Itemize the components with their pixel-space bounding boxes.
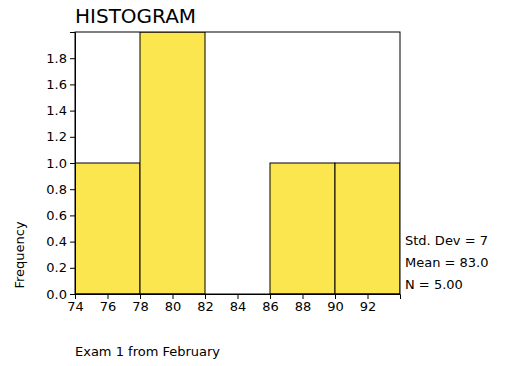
y-tick-mark [70, 58, 75, 59]
y-tick: 0.0 [46, 287, 75, 302]
y-axis-label: Frequency [12, 221, 27, 288]
x-tick-label: 76 [100, 299, 117, 314]
bars [75, 32, 400, 294]
stat-annotation: Mean = 83.0 [405, 255, 489, 270]
x-tick: 76 [100, 294, 117, 314]
title: HISTOGRAM [75, 4, 196, 28]
bar [335, 163, 400, 294]
y-axis: 0.0 0.2 0.4 0.6 0.8 1.0 1.2 1.4 1.6 1.8 [46, 33, 75, 302]
x-tick-label: 86 [262, 299, 279, 314]
x-tick-label: 92 [360, 299, 377, 314]
y-tick-mark [70, 137, 75, 138]
chart: HISTOGRAM747678808284868890920.00.20.40.… [0, 0, 527, 366]
x-tick: 90 [327, 294, 344, 314]
y-tick: 1.6 [46, 77, 75, 92]
x-tick-label: 88 [295, 299, 312, 314]
x-tick: 74 [67, 294, 84, 314]
stat-annotation: N = 5.00 [405, 277, 463, 292]
y-tick-mark [70, 268, 75, 269]
x-tick: 80 [165, 294, 182, 314]
x-tick: 82 [197, 294, 214, 314]
bar [140, 32, 205, 294]
y-tick-label: 1.8 [46, 51, 67, 66]
y-tick-mark [70, 84, 75, 85]
y-tick: 0.8 [46, 182, 75, 197]
x-tick-label: 80 [165, 299, 182, 314]
x-axis-label: Exam 1 from February [75, 344, 220, 359]
y-tick-label: 1.2 [46, 129, 67, 144]
y-tick-label: 0.2 [46, 260, 67, 275]
y-tick: 0.4 [46, 234, 75, 249]
bar [75, 163, 140, 294]
x-tick-label: 78 [132, 299, 149, 314]
x-tick: 88 [295, 294, 312, 314]
stat-annotation: Std. Dev = 7 [405, 233, 488, 248]
y-tick-mark [70, 189, 75, 190]
y-tick: 0.2 [46, 260, 75, 275]
x-tick: 86 [262, 294, 279, 314]
x-tick-label: 84 [230, 299, 247, 314]
x-tick: 84 [230, 294, 247, 314]
y-axis-line [70, 33, 76, 295]
x-axis: 74 76 78 80 82 84 86 88 90 92 [67, 294, 400, 314]
bar [270, 163, 335, 294]
y-tick-mark [70, 163, 75, 164]
y-tick-label: 0.8 [46, 182, 67, 197]
y-tick-mark [70, 242, 75, 243]
y-tick: 1.0 [46, 156, 75, 171]
y-tick-label: 1.0 [46, 156, 67, 171]
y-tick-mark [70, 111, 75, 112]
x-tick: 92 [360, 294, 377, 314]
y-tick: 1.8 [46, 51, 75, 66]
plot-frame [75, 32, 400, 294]
y-tick-label: 0.0 [46, 287, 67, 302]
y-tick-mark [70, 215, 75, 216]
x-tick-label: 90 [327, 299, 344, 314]
y-tick-label: 1.4 [46, 103, 67, 118]
y-tick: 1.4 [46, 103, 75, 118]
y-tick: 0.6 [46, 208, 75, 223]
x-tick: 78 [132, 294, 149, 314]
y-tick-label: 0.6 [46, 208, 67, 223]
x-tick-label: 82 [197, 299, 214, 314]
y-tick: 1.2 [46, 129, 75, 144]
y-tick-label: 0.4 [46, 234, 67, 249]
y-tick-label: 1.6 [46, 77, 67, 92]
y-tick-mark [70, 294, 75, 295]
x-tick-label: 74 [67, 299, 84, 314]
